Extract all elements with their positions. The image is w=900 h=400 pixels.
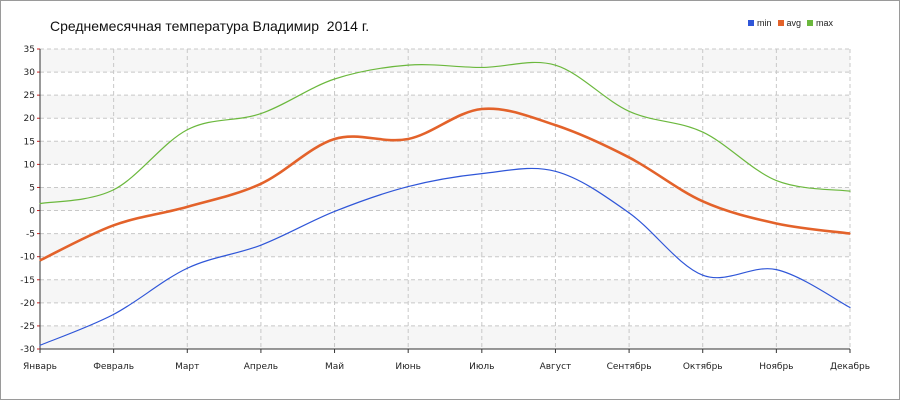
- grid-band: [40, 187, 850, 211]
- series-line-min: [39, 167, 851, 346]
- grid-band: [40, 141, 850, 165]
- y-tick-label: -15: [20, 276, 35, 286]
- legend-swatch: [807, 20, 814, 26]
- legend-item-min: min: [748, 18, 772, 28]
- data-point-min: [39, 344, 41, 346]
- data-point-max: [260, 113, 262, 115]
- grid-band: [40, 325, 850, 349]
- legend-swatch: [777, 20, 784, 26]
- y-tick-label: 20: [24, 114, 36, 124]
- legend-label: min: [757, 18, 772, 28]
- data-point-avg: [554, 124, 557, 126]
- data-point-avg: [186, 206, 188, 208]
- data-point-avg: [407, 138, 409, 140]
- x-tick-label: Август: [540, 362, 572, 372]
- data-point-max: [628, 110, 630, 112]
- grid-band: [40, 49, 850, 73]
- x-tick-label: Январь: [23, 362, 57, 372]
- legend-swatch: [748, 20, 754, 26]
- legend-label: avg: [786, 18, 802, 28]
- y-tick-label: 10: [24, 160, 36, 170]
- x-tick-label: Май: [325, 362, 344, 372]
- data-point-avg: [481, 108, 483, 110]
- data-point-min: [186, 267, 188, 269]
- data-point-max: [333, 78, 336, 80]
- y-tick-label: 0: [29, 207, 35, 217]
- data-point-min: [628, 212, 630, 214]
- data-point-avg: [113, 224, 115, 226]
- data-point-min: [849, 306, 851, 309]
- x-tick-label: Ноябрь: [759, 362, 793, 372]
- y-tick-label: 30: [24, 68, 36, 78]
- y-tick-label: -25: [20, 322, 35, 332]
- data-point-min: [407, 185, 409, 188]
- data-point-max: [849, 190, 851, 192]
- data-point-min: [702, 274, 704, 276]
- x-tick-label: Июль: [469, 362, 494, 372]
- y-tick-label: -5: [26, 230, 35, 240]
- data-point-min: [113, 313, 115, 315]
- y-tick-label: -30: [20, 345, 35, 355]
- data-point-min: [481, 173, 483, 175]
- grid-band: [40, 95, 850, 119]
- legend-item-avg: avg: [777, 18, 802, 28]
- data-point-max: [554, 64, 557, 66]
- data-point-min: [333, 210, 336, 213]
- data-point-max: [481, 66, 483, 69]
- data-point-avg: [628, 156, 630, 159]
- legend-item-max: max: [807, 18, 833, 28]
- grid-band: [40, 279, 850, 303]
- data-point-avg: [333, 138, 336, 140]
- x-tick-label: Октябрь: [683, 362, 723, 372]
- y-tick-label: 35: [24, 45, 35, 55]
- data-point-max: [702, 131, 704, 133]
- data-point-avg: [39, 259, 41, 261]
- y-tick-label: -20: [20, 299, 35, 309]
- x-tick-label: Март: [175, 362, 199, 372]
- y-tick-label: -10: [20, 253, 35, 263]
- data-point-avg: [775, 222, 777, 225]
- x-tick-label: Февраль: [93, 362, 134, 372]
- legend-label: max: [816, 18, 834, 28]
- data-point-min: [260, 244, 262, 246]
- data-point-avg: [702, 200, 704, 202]
- x-tick-label: Апрель: [244, 362, 278, 372]
- y-tick-label: 15: [24, 137, 35, 147]
- y-tick-label: 25: [24, 91, 35, 101]
- series-line-max: [39, 61, 851, 205]
- data-point-max: [186, 129, 188, 131]
- data-point-max: [775, 179, 777, 182]
- grid-band: [40, 233, 850, 257]
- data-point-avg: [849, 233, 851, 235]
- data-point-avg: [260, 183, 262, 185]
- x-tick-label: Декабрь: [830, 362, 870, 372]
- x-tick-label: Июнь: [395, 362, 421, 372]
- x-tick-label: Сентябрь: [607, 362, 652, 372]
- data-point-max: [113, 189, 115, 191]
- data-point-max: [407, 64, 409, 66]
- chart-title: Среднемесячная температура Владимир 2014…: [50, 18, 370, 34]
- data-point-min: [554, 170, 557, 172]
- series-line-avg: [39, 107, 851, 262]
- y-tick-label: 5: [29, 183, 35, 193]
- data-point-max: [39, 203, 41, 205]
- legend: min avg max: [748, 16, 833, 30]
- data-point-min: [775, 269, 777, 271]
